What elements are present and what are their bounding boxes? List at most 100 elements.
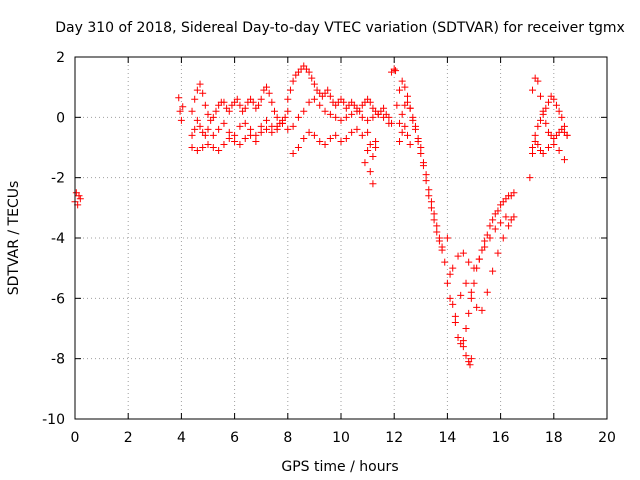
data-point xyxy=(372,137,380,145)
data-point xyxy=(263,83,271,91)
data-point xyxy=(465,309,473,317)
data-point xyxy=(406,140,414,148)
axis-ticks xyxy=(74,56,608,420)
data-point xyxy=(348,110,356,118)
data-point xyxy=(199,89,207,97)
data-point xyxy=(247,131,255,139)
data-point xyxy=(494,249,502,257)
data-point xyxy=(361,159,369,167)
data-point xyxy=(342,134,350,142)
data-point xyxy=(563,131,571,139)
data-point xyxy=(215,125,223,133)
data-point xyxy=(265,89,273,97)
data-point xyxy=(510,189,518,197)
y-tick-label: -10 xyxy=(42,412,65,428)
data-point xyxy=(544,144,552,151)
data-point xyxy=(446,294,454,302)
data-point xyxy=(449,264,457,272)
data-point xyxy=(544,98,552,106)
data-point xyxy=(417,150,425,158)
data-point xyxy=(358,131,366,139)
data-point xyxy=(467,294,475,302)
data-point xyxy=(430,210,438,218)
data-point xyxy=(560,156,568,164)
data-point xyxy=(364,116,372,124)
data-point xyxy=(470,279,478,287)
data-point xyxy=(369,180,377,188)
data-point xyxy=(411,122,419,130)
data-point xyxy=(451,318,459,326)
data-point xyxy=(294,144,302,151)
data-point xyxy=(310,131,318,139)
data-point xyxy=(326,110,334,118)
data-point xyxy=(462,325,470,332)
data-point xyxy=(231,137,239,145)
data-point xyxy=(212,107,220,115)
data-point xyxy=(209,113,217,121)
x-axis-label: GPS time / hours xyxy=(281,459,398,475)
data-point xyxy=(435,234,443,242)
data-point xyxy=(257,122,265,130)
data-point xyxy=(236,101,244,109)
data-point xyxy=(177,116,185,124)
data-point xyxy=(294,113,302,121)
y-tick-label: -2 xyxy=(51,171,65,187)
data-point xyxy=(273,122,281,130)
data-point xyxy=(380,113,388,121)
data-point xyxy=(358,113,366,121)
data-point xyxy=(374,110,382,118)
data-point xyxy=(539,150,547,158)
data-point xyxy=(326,92,334,100)
data-point xyxy=(326,134,334,142)
y-tick-label: 2 xyxy=(56,50,65,66)
data-point xyxy=(390,65,398,73)
data-point xyxy=(462,352,470,360)
data-point xyxy=(286,86,294,94)
data-point xyxy=(188,144,196,151)
data-point xyxy=(558,113,566,121)
x-tick-label: 20 xyxy=(598,430,616,446)
y-tick-labels: -10 -8 -6 -4 -2 0 2 xyxy=(42,50,65,428)
data-point xyxy=(191,95,199,103)
x-tick-label: 8 xyxy=(283,430,292,446)
x-tick-label: 14 xyxy=(438,430,456,446)
data-point xyxy=(353,107,361,115)
data-point xyxy=(193,86,201,94)
data-point xyxy=(542,119,550,127)
data-point xyxy=(308,74,316,82)
data-point xyxy=(454,252,462,260)
x-tick-label: 12 xyxy=(385,430,403,446)
data-point xyxy=(220,140,228,148)
data-point xyxy=(537,92,544,100)
data-point xyxy=(236,140,244,148)
data-point xyxy=(348,128,356,136)
data-point xyxy=(204,125,212,133)
data-point xyxy=(310,95,318,103)
x-tick-label: 6 xyxy=(230,430,239,446)
data-point xyxy=(204,110,212,118)
data-point xyxy=(401,83,409,91)
data-point xyxy=(499,234,507,242)
data-point xyxy=(510,213,518,221)
data-point xyxy=(385,119,393,127)
data-point xyxy=(409,113,417,121)
data-point xyxy=(321,107,329,115)
data-point xyxy=(550,95,558,103)
data-point xyxy=(537,116,544,124)
data-point xyxy=(465,258,473,266)
data-point xyxy=(534,140,542,148)
data-point xyxy=(454,334,462,342)
data-point xyxy=(289,122,297,130)
data-point xyxy=(529,150,537,158)
data-point xyxy=(321,140,329,148)
y-tick-label: -4 xyxy=(51,231,65,247)
data-point xyxy=(443,279,451,287)
data-point xyxy=(188,107,196,115)
data-point xyxy=(220,119,228,127)
data-points xyxy=(71,62,571,369)
data-point xyxy=(457,291,465,299)
data-point xyxy=(489,216,497,224)
data-point xyxy=(404,92,411,100)
data-point xyxy=(284,95,292,103)
